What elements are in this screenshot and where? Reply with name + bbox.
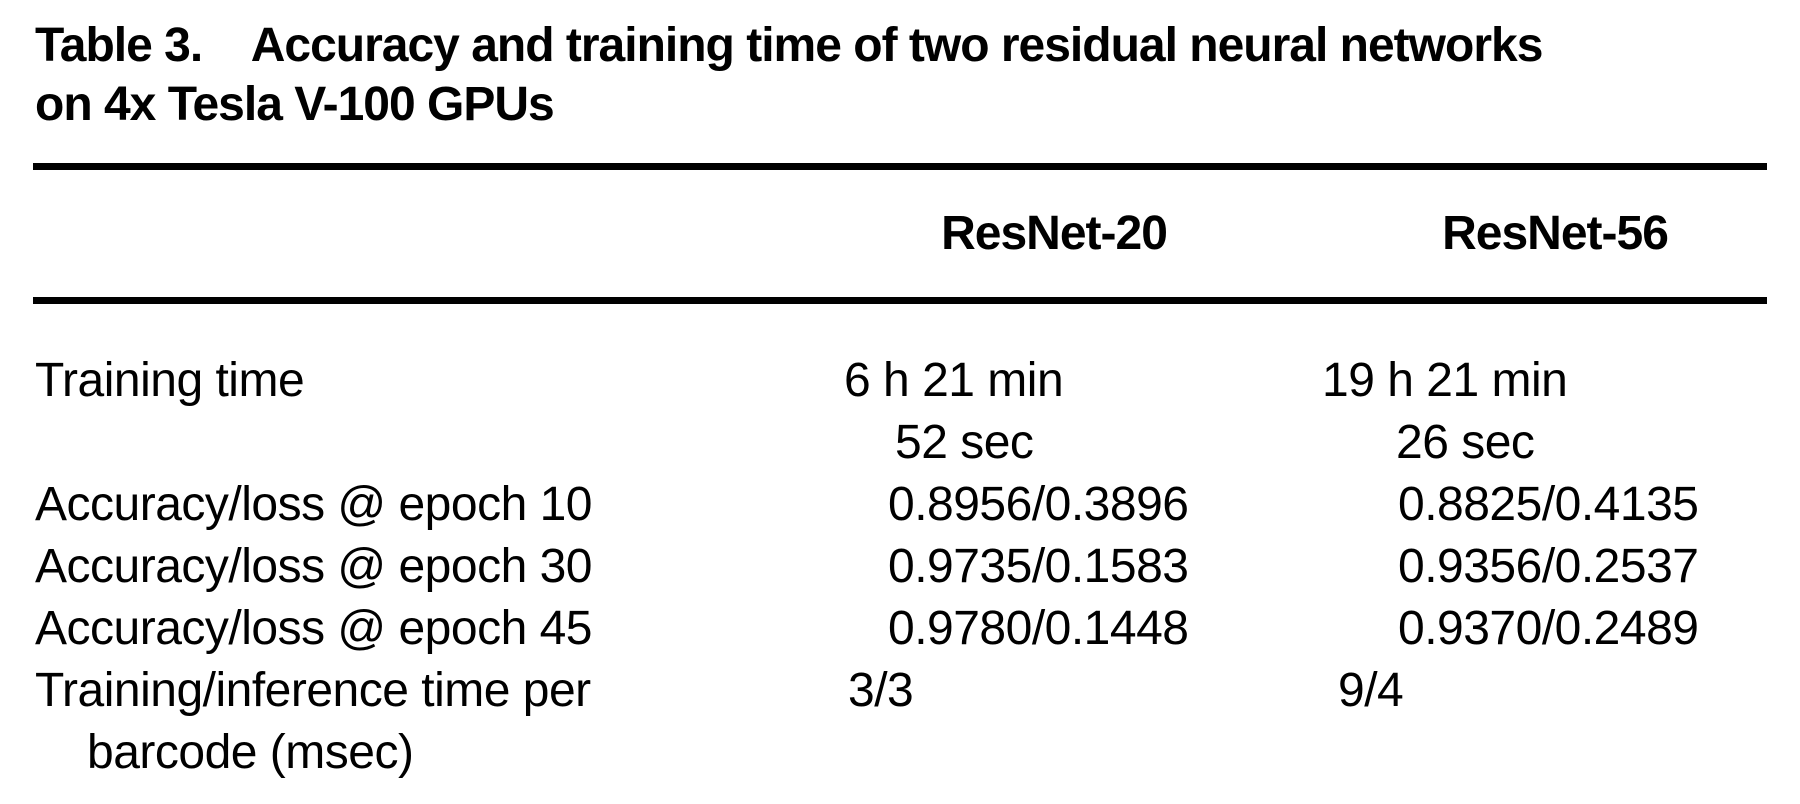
training-time-line-2: 52 sec: [895, 416, 1034, 469]
table-body: Training time 6 h 21 min 52 sec 19 h 21 …: [35, 350, 1770, 784]
caption-line-1: Table 3. Accuracy and training time of t…: [35, 16, 1775, 75]
row-label-epoch-10: Accuracy/loss @ epoch 10: [35, 478, 593, 531]
header-rule-divider: [33, 297, 1767, 304]
column-header-resnet-56: ResNet-56: [1442, 207, 1669, 260]
table-caption: Table 3. Accuracy and training time of t…: [35, 16, 1775, 134]
cell-resnet20-time-per-barcode: 3/3: [848, 664, 914, 717]
row-label-epoch-45: Accuracy/loss @ epoch 45: [35, 602, 593, 655]
cell-resnet56-epoch-10: 0.8825/0.4135: [1398, 478, 1699, 531]
cell-resnet56-epoch-30: 0.9356/0.2537: [1398, 540, 1699, 593]
caption-line-2: on 4x Tesla V-100 GPUs: [35, 78, 555, 131]
cell-resnet20-epoch-45: 0.9780/0.1448: [888, 602, 1189, 655]
column-header-resnet-20: ResNet-20: [941, 207, 1168, 260]
table-number: Table 3.: [35, 19, 203, 72]
row-label-training-time: Training time: [35, 354, 305, 407]
row-label-time-per-barcode: Training/inference time per barcode (mse…: [35, 660, 840, 784]
cell-resnet20-training-time: 6 h 21 min 52 sec: [840, 350, 1300, 474]
training-time-line-1: 19 h 21 min: [1322, 354, 1568, 407]
training-time-line-2: 26 sec: [1396, 416, 1535, 469]
cell-resnet56-training-time: 19 h 21 min 26 sec: [1300, 350, 1770, 474]
barcode-label-line-2: barcode (msec): [87, 726, 414, 779]
barcode-label-line-1: Training/inference time per: [35, 664, 591, 717]
top-rule-divider: [33, 163, 1767, 170]
cell-resnet20-epoch-30: 0.9735/0.1583: [888, 540, 1189, 593]
cell-resnet56-time-per-barcode: 9/4: [1338, 664, 1404, 717]
training-time-line-1: 6 h 21 min: [844, 354, 1064, 407]
cell-resnet20-epoch-10: 0.8956/0.3896: [888, 478, 1189, 531]
caption-title-text: Accuracy and training time of two residu…: [250, 19, 1544, 72]
row-label-epoch-30: Accuracy/loss @ epoch 30: [35, 540, 593, 593]
cell-resnet56-epoch-45: 0.9370/0.2489: [1398, 602, 1699, 655]
